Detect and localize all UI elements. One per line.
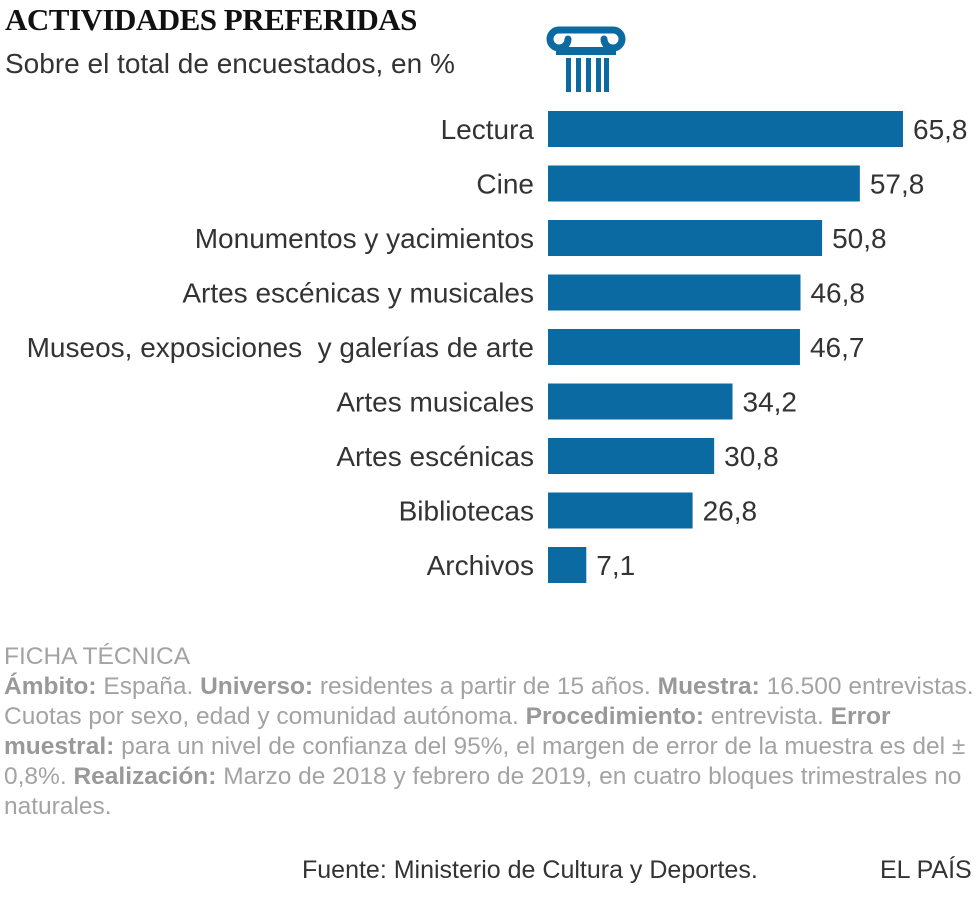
bar-chart: Lectura 65,8 Cine 57,8 Monumentos y yacimien… (27, 111, 968, 583)
chart-title: ACTIVIDADES PREFERIDAS (5, 2, 417, 37)
technical-sheet: FICHA TÉCNICA Ámbito: España. Universo: … (4, 642, 976, 822)
bar (548, 383, 733, 420)
value-label: 50,8 (832, 223, 887, 254)
category-label: Artes escénicas y musicales (182, 278, 534, 309)
value-label: 65,8 (913, 114, 968, 145)
category-label: Museos, exposiciones y galerías de arte (27, 332, 534, 363)
ionic-column-icon (546, 26, 626, 92)
technical-sheet-label: Muestra: (657, 673, 760, 700)
bar (548, 111, 903, 147)
chart-subtitle: Sobre el total de encuestados, en % (5, 48, 455, 79)
technical-sheet-body: Ámbito: España. Universo: residentes a p… (4, 673, 974, 820)
bar (548, 438, 715, 474)
category-label: Bibliotecas (399, 496, 534, 527)
category-label: Artes escénicas (336, 441, 534, 472)
category-label: Monumentos y yacimientos (195, 223, 534, 254)
value-label: 26,8 (703, 496, 758, 527)
technical-sheet-label: Procedimiento: (525, 703, 704, 730)
technical-sheet-text: España. (96, 673, 201, 700)
category-label: Archivos (427, 550, 534, 581)
category-label: Artes musicales (336, 387, 534, 418)
technical-sheet-label: Universo: (200, 673, 314, 700)
bar (548, 547, 587, 583)
value-label: 30,8 (724, 441, 779, 472)
technical-sheet-label: Ámbito: (4, 673, 97, 700)
brand-label: EL PAÍS (880, 856, 972, 884)
technical-sheet-text: entrevista. (703, 703, 831, 730)
value-label: 57,8 (870, 169, 925, 200)
category-label: Lectura (441, 114, 535, 145)
technical-sheet-text: residentes a partir de 15 años. (313, 673, 658, 700)
technical-sheet-text: para un nivel de confianza del 95%, el m… (4, 733, 966, 790)
value-label: 34,2 (743, 387, 798, 418)
technical-sheet-text: Marzo de 2018 y febrero de 2019, en cuat… (4, 763, 962, 820)
value-label: 46,7 (810, 332, 865, 363)
bar (548, 274, 801, 311)
technical-sheet-text: 16.500 entrevistas. Cuotas por sexo, eda… (4, 673, 974, 730)
value-label: 46,8 (810, 278, 865, 309)
value-label: 7,1 (596, 550, 635, 581)
category-label: Cine (476, 169, 534, 200)
bar (548, 492, 693, 529)
source-note: Fuente: Ministerio de Cultura y Deportes… (302, 856, 758, 884)
bar (548, 329, 800, 365)
bar (548, 220, 823, 256)
bar (548, 165, 860, 202)
technical-sheet-heading: FICHA TÉCNICA (4, 643, 191, 670)
technical-sheet-label: Realización: (73, 763, 217, 790)
technical-sheet-label: Error muestral: (4, 703, 891, 760)
